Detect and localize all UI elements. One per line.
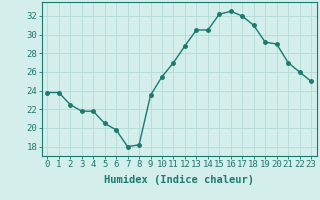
X-axis label: Humidex (Indice chaleur): Humidex (Indice chaleur) (104, 175, 254, 185)
